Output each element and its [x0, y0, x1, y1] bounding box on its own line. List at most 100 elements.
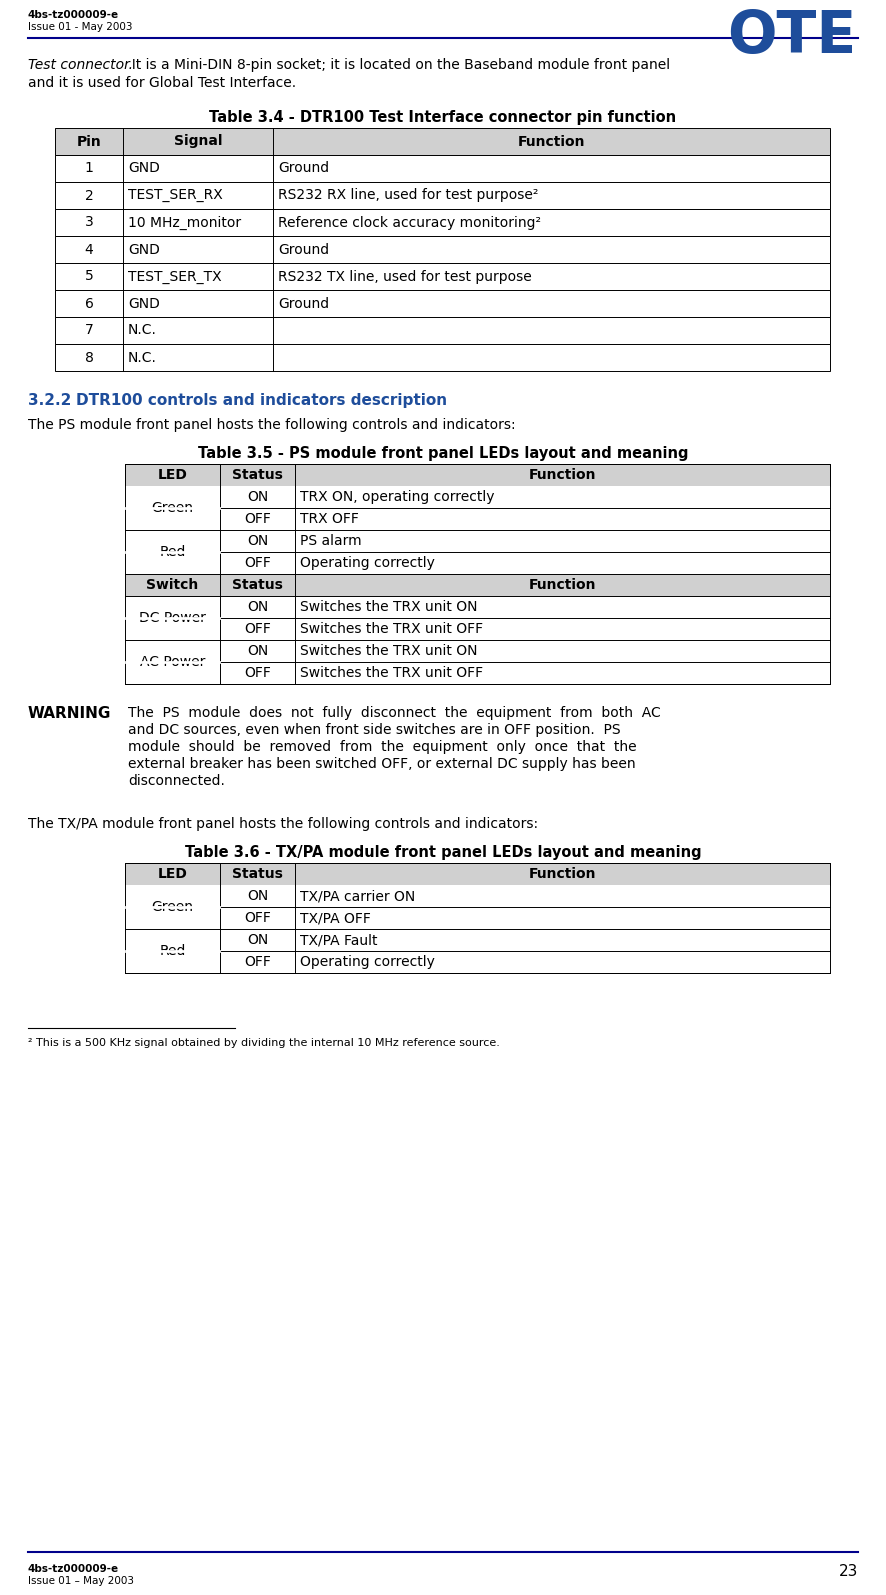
Bar — [55, 209, 830, 236]
Bar — [125, 928, 830, 951]
Bar — [55, 290, 830, 317]
Text: RS232 TX line, used for test purpose: RS232 TX line, used for test purpose — [278, 270, 532, 284]
Text: Function: Function — [529, 577, 596, 592]
Text: TRX ON, operating correctly: TRX ON, operating correctly — [300, 490, 494, 504]
Text: Issue 01 - May 2003: Issue 01 - May 2003 — [28, 22, 133, 32]
Text: external breaker has been switched OFF, or external DC supply has been: external breaker has been switched OFF, … — [128, 758, 635, 770]
Text: 3.2.2: 3.2.2 — [28, 392, 72, 408]
Text: TEST_SER_TX: TEST_SER_TX — [128, 270, 222, 284]
Text: and it is used for Global Test Interface.: and it is used for Global Test Interface… — [28, 77, 296, 89]
Text: TRX OFF: TRX OFF — [300, 512, 359, 526]
Text: OFF: OFF — [244, 622, 271, 636]
Text: ON: ON — [247, 490, 268, 504]
Text: LED: LED — [158, 467, 188, 482]
Text: Table 3.5 - PS module front panel LEDs layout and meaning: Table 3.5 - PS module front panel LEDs l… — [198, 447, 688, 461]
Text: Test connector.: Test connector. — [28, 57, 133, 72]
Text: OFF: OFF — [244, 512, 271, 526]
Text: TX/PA Fault: TX/PA Fault — [300, 933, 377, 947]
Text: Switches the TRX unit ON: Switches the TRX unit ON — [300, 600, 478, 614]
Text: disconnected.: disconnected. — [128, 774, 225, 788]
Text: GND: GND — [128, 242, 159, 257]
Text: Status: Status — [232, 467, 283, 482]
Text: GND: GND — [128, 297, 159, 311]
Text: Table 3.6 - TX/PA module front panel LEDs layout and meaning: Table 3.6 - TX/PA module front panel LED… — [184, 845, 702, 860]
Bar — [125, 464, 830, 486]
Text: OTE: OTE — [727, 8, 856, 65]
Bar — [125, 574, 830, 597]
Text: ON: ON — [247, 933, 268, 947]
Text: Green: Green — [152, 501, 193, 515]
Text: Ground: Ground — [278, 242, 329, 257]
Text: 10 MHz_monitor: 10 MHz_monitor — [128, 215, 241, 230]
Text: OFF: OFF — [244, 955, 271, 970]
Bar — [55, 128, 830, 155]
Bar — [125, 662, 830, 684]
Text: PS alarm: PS alarm — [300, 534, 361, 549]
Text: module  should  be  removed  from  the  equipment  only  once  that  the: module should be removed from the equipm… — [128, 740, 637, 754]
Text: 8: 8 — [84, 351, 93, 365]
Text: Table 3.4 - DTR100 Test Interface connector pin function: Table 3.4 - DTR100 Test Interface connec… — [209, 110, 677, 124]
Bar — [125, 863, 830, 973]
Text: ² This is a 500 KHz signal obtained by dividing the internal 10 MHz reference so: ² This is a 500 KHz signal obtained by d… — [28, 1038, 500, 1048]
Bar — [55, 345, 830, 372]
Text: 4bs-tz000009-e: 4bs-tz000009-e — [28, 10, 119, 21]
Text: OFF: OFF — [244, 667, 271, 679]
Bar — [125, 951, 830, 973]
Text: ON: ON — [247, 534, 268, 549]
Text: The PS module front panel hosts the following controls and indicators:: The PS module front panel hosts the foll… — [28, 418, 516, 432]
Text: 2: 2 — [85, 188, 93, 203]
Text: DTR100 controls and indicators description: DTR100 controls and indicators descripti… — [76, 392, 447, 408]
Text: TEST_SER_RX: TEST_SER_RX — [128, 188, 222, 203]
Bar — [125, 530, 830, 552]
Text: OFF: OFF — [244, 911, 271, 925]
Text: DC Power: DC Power — [139, 611, 206, 625]
Text: OFF: OFF — [244, 557, 271, 569]
Bar — [125, 552, 830, 574]
Text: The  PS  module  does  not  fully  disconnect  the  equipment  from  both  AC: The PS module does not fully disconnect … — [128, 707, 661, 719]
Text: Pin: Pin — [76, 134, 101, 148]
Text: and DC sources, even when front side switches are in OFF position.  PS: and DC sources, even when front side swi… — [128, 723, 620, 737]
Text: Reference clock accuracy monitoring²: Reference clock accuracy monitoring² — [278, 215, 541, 230]
Bar — [125, 863, 830, 885]
Text: N.C.: N.C. — [128, 351, 157, 365]
Bar — [55, 317, 830, 345]
Text: Switches the TRX unit OFF: Switches the TRX unit OFF — [300, 622, 483, 636]
Bar — [125, 464, 830, 684]
Text: 4: 4 — [85, 242, 93, 257]
Text: Status: Status — [232, 868, 283, 880]
Text: Function: Function — [529, 467, 596, 482]
Text: Function: Function — [517, 134, 586, 148]
Text: Switch: Switch — [146, 577, 198, 592]
Bar — [125, 507, 830, 530]
Text: Red: Red — [159, 545, 186, 558]
Text: Status: Status — [232, 577, 283, 592]
Text: 4bs-tz000009-e: 4bs-tz000009-e — [28, 1565, 119, 1574]
Bar — [125, 617, 830, 640]
Text: It is a Mini-DIN 8-pin socket; it is located on the Baseband module front panel: It is a Mini-DIN 8-pin socket; it is loc… — [123, 57, 670, 72]
Text: Switches the TRX unit OFF: Switches the TRX unit OFF — [300, 667, 483, 679]
Text: ON: ON — [247, 644, 268, 659]
Text: N.C.: N.C. — [128, 324, 157, 338]
Text: Switches the TRX unit ON: Switches the TRX unit ON — [300, 644, 478, 659]
Bar — [55, 182, 830, 209]
Bar — [125, 486, 830, 507]
Text: Red: Red — [159, 944, 186, 959]
Text: The TX/PA module front panel hosts the following controls and indicators:: The TX/PA module front panel hosts the f… — [28, 817, 538, 831]
Text: 6: 6 — [84, 297, 93, 311]
Bar — [55, 263, 830, 290]
Text: Green: Green — [152, 900, 193, 914]
Bar — [55, 236, 830, 263]
Text: 7: 7 — [85, 324, 93, 338]
Bar — [125, 597, 830, 617]
Text: LED: LED — [158, 868, 188, 880]
Text: 3: 3 — [85, 215, 93, 230]
Text: Issue 01 – May 2003: Issue 01 – May 2003 — [28, 1576, 134, 1585]
Text: ON: ON — [247, 600, 268, 614]
Bar — [125, 885, 830, 908]
Bar — [125, 640, 830, 662]
Text: AC Power: AC Power — [140, 656, 206, 668]
Text: Ground: Ground — [278, 161, 329, 175]
Text: Signal: Signal — [174, 134, 222, 148]
Text: WARNING: WARNING — [28, 707, 112, 721]
Text: TX/PA OFF: TX/PA OFF — [300, 911, 371, 925]
